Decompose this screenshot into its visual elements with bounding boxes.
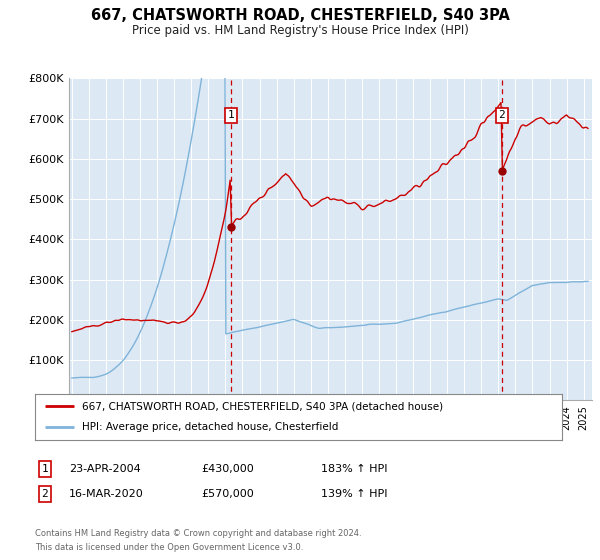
Text: This data is licensed under the Open Government Licence v3.0.: This data is licensed under the Open Gov… [35, 543, 303, 552]
Text: £570,000: £570,000 [201, 489, 254, 499]
Text: 1: 1 [227, 110, 234, 120]
Text: £430,000: £430,000 [201, 464, 254, 474]
Text: 139% ↑ HPI: 139% ↑ HPI [321, 489, 388, 499]
Text: 23-APR-2004: 23-APR-2004 [69, 464, 141, 474]
Text: 667, CHATSWORTH ROAD, CHESTERFIELD, S40 3PA: 667, CHATSWORTH ROAD, CHESTERFIELD, S40 … [91, 8, 509, 24]
Text: Price paid vs. HM Land Registry's House Price Index (HPI): Price paid vs. HM Land Registry's House … [131, 24, 469, 36]
Text: HPI: Average price, detached house, Chesterfield: HPI: Average price, detached house, Ches… [82, 422, 338, 432]
Text: 667, CHATSWORTH ROAD, CHESTERFIELD, S40 3PA (detached house): 667, CHATSWORTH ROAD, CHESTERFIELD, S40 … [82, 401, 443, 411]
Text: 1: 1 [41, 464, 49, 474]
Text: Contains HM Land Registry data © Crown copyright and database right 2024.: Contains HM Land Registry data © Crown c… [35, 529, 361, 538]
Text: 16-MAR-2020: 16-MAR-2020 [69, 489, 144, 499]
Text: 2: 2 [41, 489, 49, 499]
Text: 2: 2 [499, 110, 505, 120]
Text: 183% ↑ HPI: 183% ↑ HPI [321, 464, 388, 474]
